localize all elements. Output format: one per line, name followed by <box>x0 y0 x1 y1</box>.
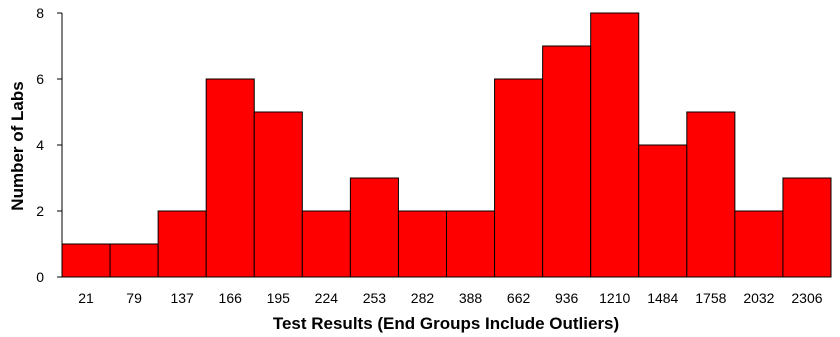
x-tick-label: 21 <box>78 290 94 306</box>
bar-662 <box>494 78 544 278</box>
bar-2032 <box>734 210 784 278</box>
bar-388 <box>446 210 496 278</box>
bar-195 <box>253 111 303 278</box>
bar-166 <box>205 78 255 278</box>
x-tick-label: 388 <box>459 290 483 306</box>
bar-21 <box>61 243 111 278</box>
x-tick-label: 1484 <box>647 290 678 306</box>
x-tick-label: 195 <box>267 290 291 306</box>
bar-282 <box>397 210 447 278</box>
y-tick-label: 6 <box>36 71 44 87</box>
bar-79 <box>109 243 159 278</box>
x-tick-label: 282 <box>411 290 435 306</box>
x-tick-label: 224 <box>315 290 339 306</box>
y-tick-label: 4 <box>36 137 44 153</box>
x-tick-label: 1210 <box>599 290 630 306</box>
x-tick-label: 2032 <box>743 290 774 306</box>
x-tick-label: 662 <box>507 290 531 306</box>
bar-1484 <box>638 144 688 278</box>
y-ticks-group: 0 2 4 6 8 <box>36 5 62 285</box>
x-ticks-group: 21 79 137 166 195 224 253 282 388 662 936 1210 1484 1… <box>78 290 823 306</box>
x-tick-label: 253 <box>363 290 387 306</box>
bars-group <box>61 12 832 278</box>
bar-137 <box>157 210 207 278</box>
bar-224 <box>301 210 351 278</box>
x-tick-label: 79 <box>126 290 142 306</box>
x-axis-title: Test Results (End Groups Include Outlier… <box>273 314 619 333</box>
x-tick-label: 1758 <box>695 290 726 306</box>
bar-936 <box>542 45 592 278</box>
bar-1758 <box>686 111 736 278</box>
bar-1210 <box>590 12 640 278</box>
x-tick-label: 137 <box>170 290 194 306</box>
y-tick-label: 0 <box>36 269 44 285</box>
bar-2306 <box>782 177 832 278</box>
x-tick-label: 166 <box>219 290 243 306</box>
bar-253 <box>349 177 399 278</box>
x-tick-label: 2306 <box>791 290 822 306</box>
y-axis-title: Number of Labs <box>8 81 27 210</box>
y-tick-label: 8 <box>36 5 44 21</box>
x-tick-label: 936 <box>555 290 579 306</box>
y-tick-label: 2 <box>36 203 44 219</box>
